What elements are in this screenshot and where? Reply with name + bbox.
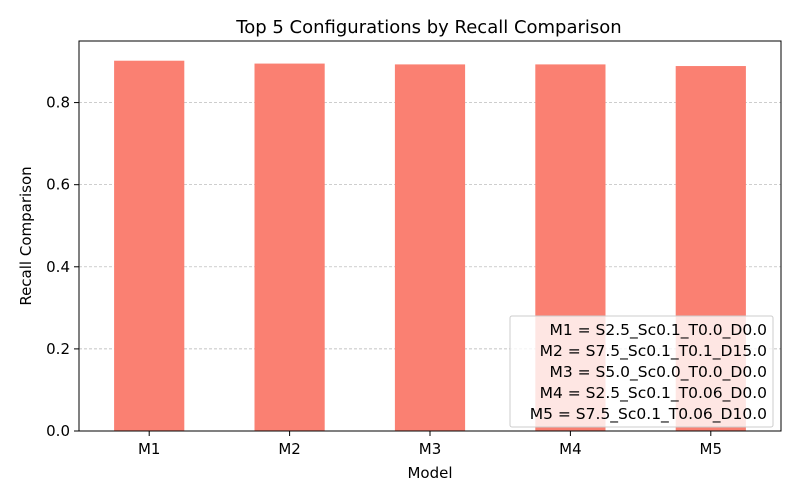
y-axis-ticks: 0.0 0.2 0.4 0.6 0.8 — [46, 94, 79, 440]
y-axis-label: Recall Comparison — [17, 166, 35, 305]
x-tick-label: M1 — [138, 440, 161, 458]
x-tick-label: M5 — [700, 440, 723, 458]
bar-m3 — [394, 64, 466, 432]
legend-entry: M5 = S7.5_Sc0.1_T0.06_D10.0 — [530, 405, 767, 424]
y-tick-label: 0.2 — [46, 340, 70, 358]
bar-m2 — [254, 63, 325, 431]
legend-entry: M2 = S7.5_Sc0.1_T0.1_D15.0 — [540, 342, 767, 361]
x-axis-ticks: M1 M2 M3 M4 M5 — [138, 431, 722, 458]
legend: M1 = S2.5_Sc0.1_T0.0_D0.0 M2 = S7.5_Sc0.1… — [509, 315, 774, 428]
legend-entry: M1 = S2.5_Sc0.1_T0.0_D0.0 — [549, 321, 767, 340]
y-tick-label: 0.8 — [46, 94, 70, 112]
x-tick-label: M2 — [278, 440, 301, 458]
legend-entry: M4 = S2.5_Sc0.1_T0.06_D0.0 — [540, 384, 767, 403]
chart-title: Top 5 Configurations by Recall Compariso… — [235, 17, 621, 38]
legend-box — [509, 315, 774, 428]
y-tick-label: 0.0 — [46, 422, 70, 440]
legend-entry: M3 = S5.0_Sc0.0_T0.0_D0.0 — [549, 363, 767, 382]
x-axis-label: Model — [407, 464, 452, 482]
x-tick-label: M4 — [559, 440, 582, 458]
y-tick-label: 0.6 — [46, 176, 70, 194]
x-tick-label: M3 — [419, 440, 442, 458]
y-tick-label: 0.4 — [46, 258, 70, 276]
bar-m1 — [114, 60, 185, 431]
